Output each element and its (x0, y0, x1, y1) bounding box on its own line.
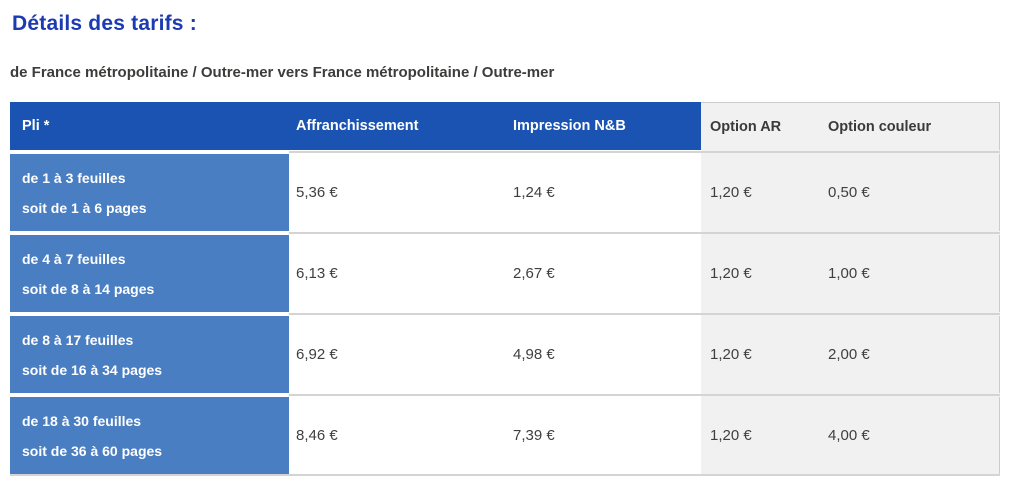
impression-nb-cell: 4,98 € (505, 316, 701, 393)
pli-line1: de 8 à 17 feuilles (22, 331, 134, 348)
pli-line2: soit de 1 à 6 pages (22, 199, 147, 216)
affranchissement-cell: 6,92 € (289, 316, 505, 393)
header-affranchissement: Affranchissement (289, 102, 505, 150)
option-ar-cell: 1,20 € (701, 316, 818, 393)
table-row: de 1 à 3 feuilles soit de 1 à 6 pages 5,… (10, 150, 1000, 231)
pli-line1: de 1 à 3 feuilles (22, 169, 126, 186)
option-ar-cell: 1,20 € (701, 397, 818, 474)
affranchissement-cell: 5,36 € (289, 154, 505, 231)
pli-line2: soit de 36 à 60 pages (22, 442, 163, 459)
option-couleur-cell: 1,00 € (818, 235, 1000, 312)
impression-nb-cell: 1,24 € (505, 154, 701, 231)
option-couleur-cell: 0,50 € (818, 154, 1000, 231)
impression-nb-cell: 2,67 € (505, 235, 701, 312)
page-subtitle: de France métropolitaine / Outre-mer ver… (10, 64, 555, 81)
impression-nb-cell: 7,39 € (505, 397, 701, 474)
header-pli: Pli * (10, 102, 289, 150)
header-option-ar: Option AR (701, 102, 818, 150)
tariff-table: Pli * Affranchissement Impression N&B Op… (10, 102, 1000, 476)
pli-cell: de 18 à 30 feuilles soit de 36 à 60 page… (10, 397, 289, 474)
pli-cell: de 4 à 7 feuilles soit de 8 à 14 pages (10, 235, 289, 312)
option-couleur-cell: 4,00 € (818, 397, 1000, 474)
affranchissement-cell: 8,46 € (289, 397, 505, 474)
pli-line2: soit de 8 à 14 pages (22, 280, 155, 297)
pli-cell: de 8 à 17 feuilles soit de 16 à 34 pages (10, 316, 289, 393)
page-title: Détails des tarifs : (12, 12, 197, 35)
pli-cell: de 1 à 3 feuilles soit de 1 à 6 pages (10, 154, 289, 231)
affranchissement-cell: 6,13 € (289, 235, 505, 312)
table-row: de 8 à 17 feuilles soit de 16 à 34 pages… (10, 312, 1000, 393)
table-row: de 4 à 7 feuilles soit de 8 à 14 pages 6… (10, 231, 1000, 312)
option-ar-cell: 1,20 € (701, 154, 818, 231)
option-ar-cell: 1,20 € (701, 235, 818, 312)
pli-line2: soit de 16 à 34 pages (22, 361, 163, 378)
table-header-row: Pli * Affranchissement Impression N&B Op… (10, 102, 1000, 150)
header-option-couleur: Option couleur (818, 102, 1000, 150)
pli-line1: de 4 à 7 feuilles (22, 250, 126, 267)
table-row: de 18 à 30 feuilles soit de 36 à 60 page… (10, 393, 1000, 474)
pli-line1: de 18 à 30 feuilles (22, 412, 142, 429)
option-couleur-cell: 2,00 € (818, 316, 1000, 393)
header-impression-nb: Impression N&B (505, 102, 701, 150)
